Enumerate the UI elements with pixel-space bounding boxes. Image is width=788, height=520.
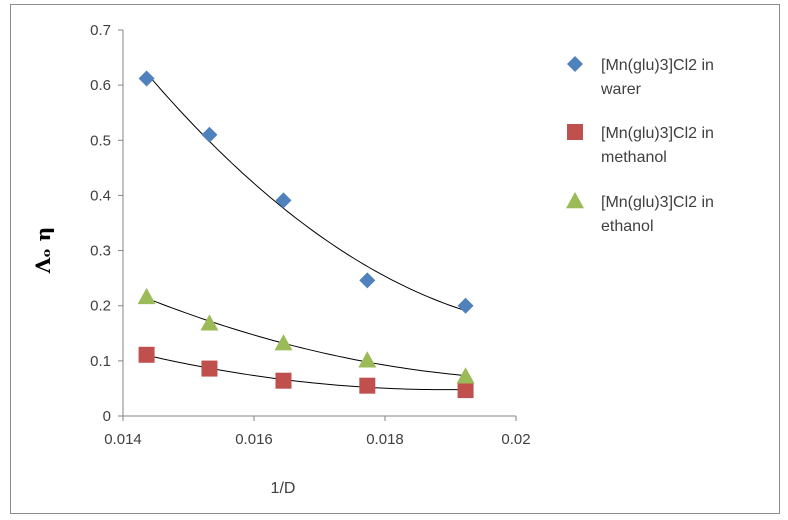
square-point xyxy=(359,377,376,394)
trendline-square xyxy=(146,354,466,391)
y-tick-label: 0 xyxy=(103,408,111,425)
y-tick-label: 0.4 xyxy=(90,187,111,204)
legend-label: methanol xyxy=(601,149,667,166)
chart-frame xyxy=(10,4,780,514)
trendline-triangle xyxy=(146,297,466,377)
trendline-diamond xyxy=(146,72,466,312)
square-point xyxy=(275,372,292,389)
legend-square-marker xyxy=(567,124,583,140)
diamond-point xyxy=(138,70,155,87)
x-tick-label: 0.018 xyxy=(366,431,404,448)
triangle-point xyxy=(137,287,156,305)
y-tick-label: 0.3 xyxy=(90,243,111,260)
triangle-point xyxy=(456,367,475,384)
data-points xyxy=(137,70,475,399)
diamond-point xyxy=(275,192,292,209)
diamond-point xyxy=(201,126,218,143)
legend-label: [Mn(glu)3]Cl2 in xyxy=(601,57,714,74)
x-tick-label: 0.016 xyxy=(235,431,273,448)
square-point xyxy=(457,382,474,399)
legend-label: [Mn(glu)3]Cl2 in xyxy=(601,125,714,142)
y-axis-title: Λₒ η xyxy=(31,227,55,274)
diamond-point xyxy=(359,272,376,289)
legend: [Mn(glu)3]Cl2 in warer [Mn(glu)3]Cl2 in met… xyxy=(566,56,714,235)
x-axis-ticks: 0.014 0.016 0.018 0.02 xyxy=(104,416,531,448)
y-tick-label: 0.7 xyxy=(90,22,111,39)
y-tick-label: 0.6 xyxy=(90,77,111,94)
legend-label: ethanol xyxy=(601,218,654,235)
y-tick-label: 0.2 xyxy=(90,298,111,315)
triangle-point xyxy=(200,314,219,331)
legend-label: [Mn(glu)3]Cl2 in xyxy=(601,194,714,211)
y-axis-ticks: 0 0.1 0.2 0.3 0.4 0.5 0.6 0.7 xyxy=(90,22,123,425)
triangle-point xyxy=(358,351,377,368)
x-tick-label: 0.014 xyxy=(104,431,142,448)
square-point xyxy=(138,346,155,363)
legend-diamond-marker xyxy=(567,56,583,72)
triangle-point xyxy=(274,334,293,351)
x-axis-title: 1/D xyxy=(271,480,296,497)
diamond-point xyxy=(457,297,474,314)
x-tick-label: 0.02 xyxy=(501,431,530,448)
square-point xyxy=(201,360,218,377)
legend-label: warer xyxy=(600,81,642,98)
y-tick-label: 0.1 xyxy=(90,353,111,370)
trendlines xyxy=(146,72,466,391)
legend-triangle-marker xyxy=(566,192,584,209)
y-tick-label: 0.5 xyxy=(90,132,111,149)
